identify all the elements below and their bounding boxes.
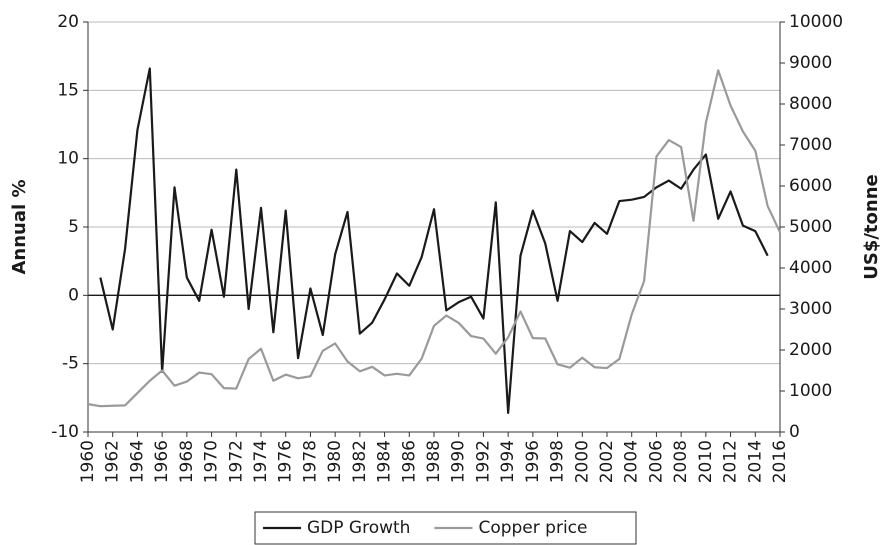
y2-tick-label: 9000 [789,53,832,73]
x-tick-label: 1972 [226,440,246,483]
x-tick-label: 2006 [646,440,666,483]
y-tick-label: -10 [51,422,79,442]
y-tick-label: 5 [68,217,79,237]
y2-tick-label: 3000 [789,299,832,319]
x-tick-label: 1970 [202,440,222,483]
x-tick-label: 1978 [300,440,320,483]
x-tick-label: 1982 [350,440,370,483]
x-tick-label: 1996 [523,440,543,483]
x-tick-label: 1988 [424,440,444,483]
y2-tick-label: 7000 [789,135,832,155]
y2-tick-label: 5000 [789,217,832,237]
y2-tick-label: 0 [789,422,800,442]
y-tick-label: 20 [57,12,79,32]
x-tick-label: 1976 [276,440,296,483]
y2-axis-label: US$/tonne [861,174,882,280]
x-tick-label: 1980 [325,440,345,483]
x-tick-label: 2014 [745,440,765,483]
x-tick-label: 1962 [103,440,123,483]
x-tick-label: 1984 [375,440,395,483]
y-axis-label: Annual % [9,180,30,275]
x-tick-label: 1990 [449,440,469,483]
x-tick-label: 1964 [127,440,147,483]
x-tick-label: 1994 [498,440,518,483]
legend-label: GDP Growth [307,518,410,538]
x-tick-label: 2000 [572,440,592,483]
y2-tick-label: 2000 [789,340,832,360]
x-tick-label: 2010 [696,440,716,483]
y-tick-label: -5 [62,354,79,374]
x-tick-label: 1960 [78,440,98,483]
x-tick-label: 1974 [251,440,271,483]
x-tick-label: 2008 [671,440,691,483]
series-line [87,69,781,408]
x-tick-label: 2012 [721,440,741,483]
y2-tick-label: 10000 [789,12,843,32]
y2-tick-label: 1000 [789,381,832,401]
y2-tick-label: 6000 [789,176,832,196]
x-tick-label: 1998 [548,440,568,483]
legend-label: Copper price [478,518,587,538]
y-tick-label: 10 [57,149,79,169]
y-tick-label: 15 [57,80,79,100]
x-tick-label: 2016 [770,440,790,483]
x-tick-label: 1968 [177,440,197,483]
x-tick-label: 1992 [473,440,493,483]
x-tick-label: 2004 [622,440,642,483]
x-tick-label: 1986 [399,440,419,483]
x-tick-label: 1966 [152,440,172,483]
y-tick-label: 0 [68,285,79,305]
series-line [99,67,769,414]
y2-tick-label: 4000 [789,258,832,278]
x-tick-label: 2002 [597,440,617,483]
y2-tick-label: 8000 [789,94,832,114]
